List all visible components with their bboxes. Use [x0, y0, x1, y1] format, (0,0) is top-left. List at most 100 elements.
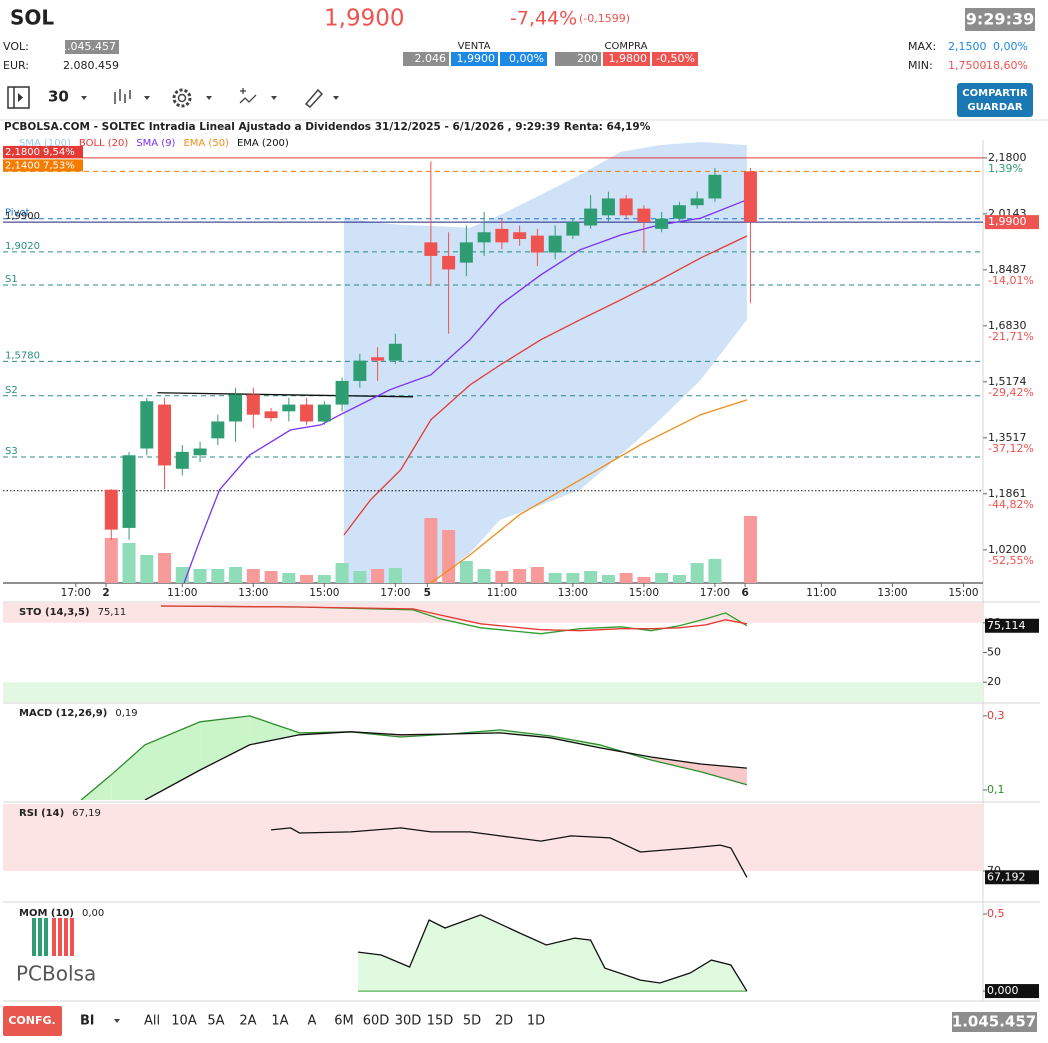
- chart-type[interactable]: [114, 89, 131, 104]
- candle-body: [442, 255, 456, 270]
- time: 9:29:39: [966, 10, 1034, 29]
- candle-body: [335, 380, 349, 405]
- change-pct: -7,44%: [510, 8, 577, 30]
- period-button[interactable]: 5D: [463, 1014, 481, 1029]
- share-text[interactable]: COMPARTIR: [962, 88, 1028, 99]
- momentum-line: [358, 914, 748, 992]
- candle-body: [211, 421, 225, 439]
- legend-entry: EMA (200): [237, 138, 289, 149]
- x-tick-label: 13:00: [238, 587, 268, 599]
- vol-box: [952, 1012, 1037, 1032]
- period-button[interactable]: 10A: [171, 1014, 197, 1029]
- panel-value: 67,19: [72, 808, 101, 819]
- macd-fill: [200, 715, 250, 770]
- level-label: 1,9900: [5, 211, 40, 222]
- caret[interactable]: [271, 96, 277, 100]
- period-button[interactable]: 15D: [427, 1014, 454, 1029]
- y-tick-label: 0,3: [987, 709, 1005, 722]
- period-button[interactable]: 1D: [527, 1014, 545, 1029]
- settings[interactable]: [172, 88, 192, 108]
- period-button[interactable]: 5A: [207, 1014, 224, 1029]
- candle-body: [690, 198, 704, 206]
- legend-entry: EMA (50): [183, 138, 229, 149]
- legend-entry: SMA (100): [19, 138, 71, 149]
- x-tick-label: 11:00: [487, 587, 517, 599]
- y-tick-label: 50: [987, 646, 1001, 659]
- candle-body: [140, 401, 154, 449]
- y-tick-pct: -29,42%: [988, 386, 1034, 399]
- y-tick-label: 2,1800: [988, 151, 1027, 164]
- volume-bar: [229, 567, 243, 583]
- box: [500, 52, 547, 66]
- volume-bar: [371, 569, 385, 583]
- volume-bar: [743, 516, 757, 583]
- save-text[interactable]: GUARDAR: [967, 102, 1023, 113]
- period-button[interactable]: 30D: [395, 1014, 422, 1029]
- x-tick-label: 6: [741, 587, 748, 599]
- y-tick-pct: -21,71%: [988, 330, 1034, 343]
- config-button[interactable]: [3, 1006, 62, 1036]
- compra-title: COMPRA: [605, 41, 648, 52]
- y-tick-label: 1,6830: [988, 319, 1027, 332]
- volume-bar: [442, 530, 456, 583]
- candle-body: [371, 357, 385, 361]
- logo-text: PCBolsa: [16, 962, 96, 986]
- chart-title: PCBOLSA.COM - SOLTEC Intradia Lineal Aju…: [4, 121, 651, 133]
- legend-entry: BOLL (20): [79, 138, 129, 149]
- y-tick-pct: -52,55%: [988, 554, 1034, 567]
- indicator-line: [160, 605, 748, 635]
- period-button[interactable]: 2D: [495, 1014, 513, 1029]
- level-label: S3: [5, 446, 18, 457]
- venta-qty: 2.046: [415, 52, 447, 65]
- caret[interactable]: [144, 96, 150, 100]
- period-button[interactable]: 60D: [363, 1014, 390, 1029]
- caret[interactable]: [333, 96, 339, 100]
- period-button[interactable]: 2A: [239, 1014, 256, 1029]
- candle-body: [566, 222, 580, 236]
- candle-body: [122, 455, 136, 528]
- volume-bar: [513, 569, 527, 583]
- x-tick-label: 13:00: [877, 587, 907, 599]
- panel-toggle[interactable]: [7, 86, 30, 109]
- caret[interactable]: [206, 96, 212, 100]
- period-button[interactable]: A: [308, 1014, 317, 1029]
- x-tick-label: 11:00: [167, 587, 197, 599]
- level-box: [3, 145, 83, 158]
- interval[interactable]: 30: [48, 88, 69, 106]
- indicators[interactable]: [239, 88, 257, 104]
- volume-bar: [566, 573, 580, 583]
- candle-body: [424, 242, 438, 256]
- rsi-plot: [3, 804, 983, 878]
- period-button[interactable]: 1A: [271, 1014, 288, 1029]
- candle-body: [584, 208, 598, 226]
- mode[interactable]: Bl: [80, 1014, 94, 1029]
- compra-price: 1,9800: [609, 52, 648, 65]
- level-pct: 9,54%: [43, 147, 75, 158]
- caret[interactable]: [81, 96, 87, 100]
- volume-bar: [122, 543, 136, 583]
- volume-bar: [530, 567, 544, 583]
- period-button[interactable]: 6M: [334, 1014, 354, 1029]
- share-button[interactable]: [957, 83, 1033, 117]
- last-value-box: [985, 870, 1039, 885]
- panel-value: 0,19: [115, 708, 137, 719]
- volume-bar: [388, 568, 402, 583]
- level-label: 1,5780: [5, 350, 40, 361]
- venta-price: 1,9900: [457, 52, 496, 65]
- zone: [3, 603, 983, 623]
- volume-bar: [104, 538, 118, 583]
- config-text[interactable]: CONFG.: [8, 1014, 55, 1027]
- volume-bar: [619, 573, 633, 583]
- indicator-line: [343, 235, 748, 536]
- caret[interactable]: [114, 1019, 120, 1023]
- last-value: 75,114: [987, 619, 1026, 632]
- frames: [3, 140, 1040, 1002]
- volume-bar: [335, 563, 349, 583]
- y-tick-label: 1,1861: [988, 487, 1027, 500]
- last-value-box: [985, 984, 1039, 999]
- last-value: 67,192: [987, 870, 1026, 883]
- period-button[interactable]: All: [144, 1014, 160, 1029]
- volume-bar: [495, 571, 509, 583]
- drawing[interactable]: [304, 88, 324, 109]
